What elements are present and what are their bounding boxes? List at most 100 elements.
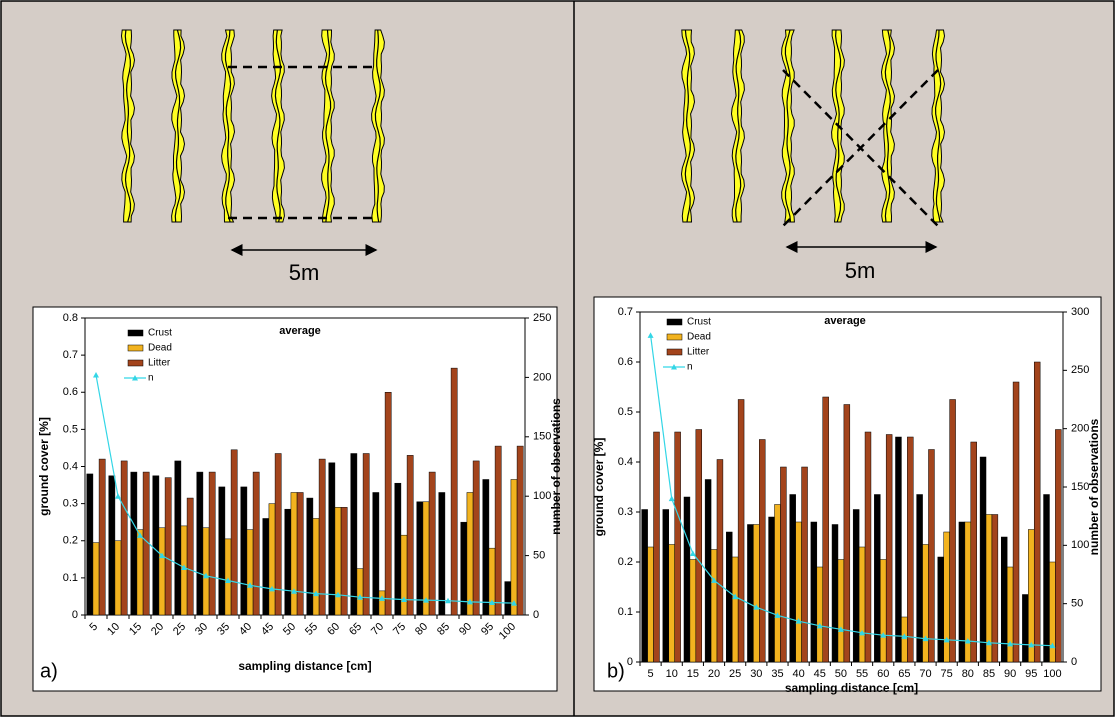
x-tick-label: 90 bbox=[1004, 668, 1016, 680]
scale-label: 5m bbox=[845, 258, 876, 283]
y2-tick-label: 250 bbox=[1071, 364, 1089, 376]
line-marker bbox=[668, 495, 675, 502]
line-marker bbox=[115, 493, 121, 499]
bar bbox=[759, 439, 766, 663]
line-marker bbox=[203, 572, 209, 579]
y2-tick-label: 50 bbox=[533, 550, 545, 562]
bar bbox=[92, 542, 100, 616]
bar bbox=[482, 479, 490, 616]
bar bbox=[262, 518, 270, 616]
bar bbox=[864, 431, 872, 663]
bar bbox=[979, 456, 987, 663]
chart-title: average bbox=[824, 315, 866, 327]
plant-row bbox=[880, 29, 896, 223]
x-tick-label: 85 bbox=[983, 668, 995, 680]
bar bbox=[372, 492, 380, 616]
chart-title: average bbox=[279, 325, 321, 337]
bar bbox=[885, 434, 893, 663]
line-marker bbox=[335, 591, 341, 598]
y-tick-label: 0.3 bbox=[618, 506, 633, 518]
plant-stem bbox=[735, 29, 742, 223]
bar bbox=[394, 482, 402, 616]
line-marker bbox=[1049, 642, 1056, 649]
bar bbox=[753, 524, 760, 663]
bar bbox=[340, 507, 348, 616]
bar bbox=[731, 556, 739, 663]
bar bbox=[296, 492, 304, 616]
bar bbox=[662, 509, 670, 663]
y-tick-label: 0.3 bbox=[63, 498, 78, 510]
legend-label: Dead bbox=[687, 332, 711, 343]
bar bbox=[801, 466, 808, 663]
bar bbox=[252, 471, 260, 616]
line-marker bbox=[93, 372, 99, 378]
bar bbox=[186, 497, 194, 616]
x-tick-label: 25 bbox=[729, 668, 741, 680]
line-marker bbox=[985, 639, 992, 646]
bar bbox=[695, 429, 703, 663]
y-tick-label: 0.7 bbox=[618, 306, 633, 318]
y2-tick-label: 0 bbox=[533, 609, 539, 621]
y2-tick-label: 150 bbox=[533, 431, 551, 443]
bar bbox=[852, 509, 860, 663]
bar bbox=[843, 404, 851, 663]
y-tick-label: 0.5 bbox=[618, 406, 633, 418]
legend-label: Crust bbox=[687, 317, 711, 328]
plant-stem bbox=[374, 29, 381, 223]
y2-tick-label: 300 bbox=[1071, 306, 1089, 318]
bar bbox=[306, 497, 314, 616]
plant-rows bbox=[120, 29, 946, 223]
bar bbox=[516, 445, 524, 616]
x-tick-label: 10 bbox=[666, 668, 678, 680]
line-marker bbox=[964, 638, 971, 644]
bar bbox=[416, 501, 424, 616]
y2-tick-label: 50 bbox=[1071, 598, 1083, 610]
bar bbox=[438, 492, 446, 616]
y-tick-label: 0.1 bbox=[63, 572, 78, 584]
line-marker bbox=[689, 550, 696, 556]
bar bbox=[668, 544, 675, 663]
bar bbox=[406, 455, 414, 616]
legend-label: Litter bbox=[148, 358, 171, 369]
y2-tick-label: 100 bbox=[1071, 539, 1089, 551]
x-tick-label: 30 bbox=[750, 668, 762, 680]
x-tick-label: 50 bbox=[835, 668, 847, 680]
plot-area bbox=[639, 311, 1064, 663]
line-marker bbox=[859, 629, 866, 636]
y-tick-label: 0.6 bbox=[618, 356, 633, 368]
line-marker bbox=[401, 596, 407, 603]
bar bbox=[928, 449, 935, 663]
bar bbox=[274, 453, 282, 616]
legend-label: n bbox=[148, 373, 154, 384]
legend-swatch bbox=[127, 329, 144, 337]
plant-stem bbox=[784, 29, 792, 223]
line-marker bbox=[837, 626, 844, 632]
legend-swatch bbox=[666, 348, 683, 356]
line-marker bbox=[423, 597, 429, 603]
bar bbox=[901, 616, 908, 663]
bar bbox=[230, 449, 238, 616]
bar bbox=[858, 546, 866, 663]
bar bbox=[726, 531, 733, 663]
bar bbox=[689, 559, 697, 663]
bar bbox=[716, 459, 724, 663]
y2-tick-label: 250 bbox=[533, 312, 551, 324]
bar bbox=[641, 509, 648, 663]
legend-label: Litter bbox=[687, 347, 710, 358]
bar bbox=[747, 524, 754, 663]
bar bbox=[922, 544, 929, 663]
bar bbox=[202, 527, 210, 616]
plant-stem bbox=[274, 29, 282, 223]
plant-row bbox=[321, 29, 335, 223]
line-marker bbox=[880, 632, 887, 638]
x-axis-label: sampling distance [cm] bbox=[238, 659, 371, 673]
bar bbox=[816, 566, 823, 663]
legend-label: n bbox=[687, 362, 693, 373]
line bbox=[95, 374, 515, 604]
y-tick-label: 0 bbox=[72, 609, 78, 621]
bar bbox=[362, 453, 370, 616]
bar bbox=[268, 503, 276, 616]
y-tick-label: 0.4 bbox=[618, 456, 633, 468]
